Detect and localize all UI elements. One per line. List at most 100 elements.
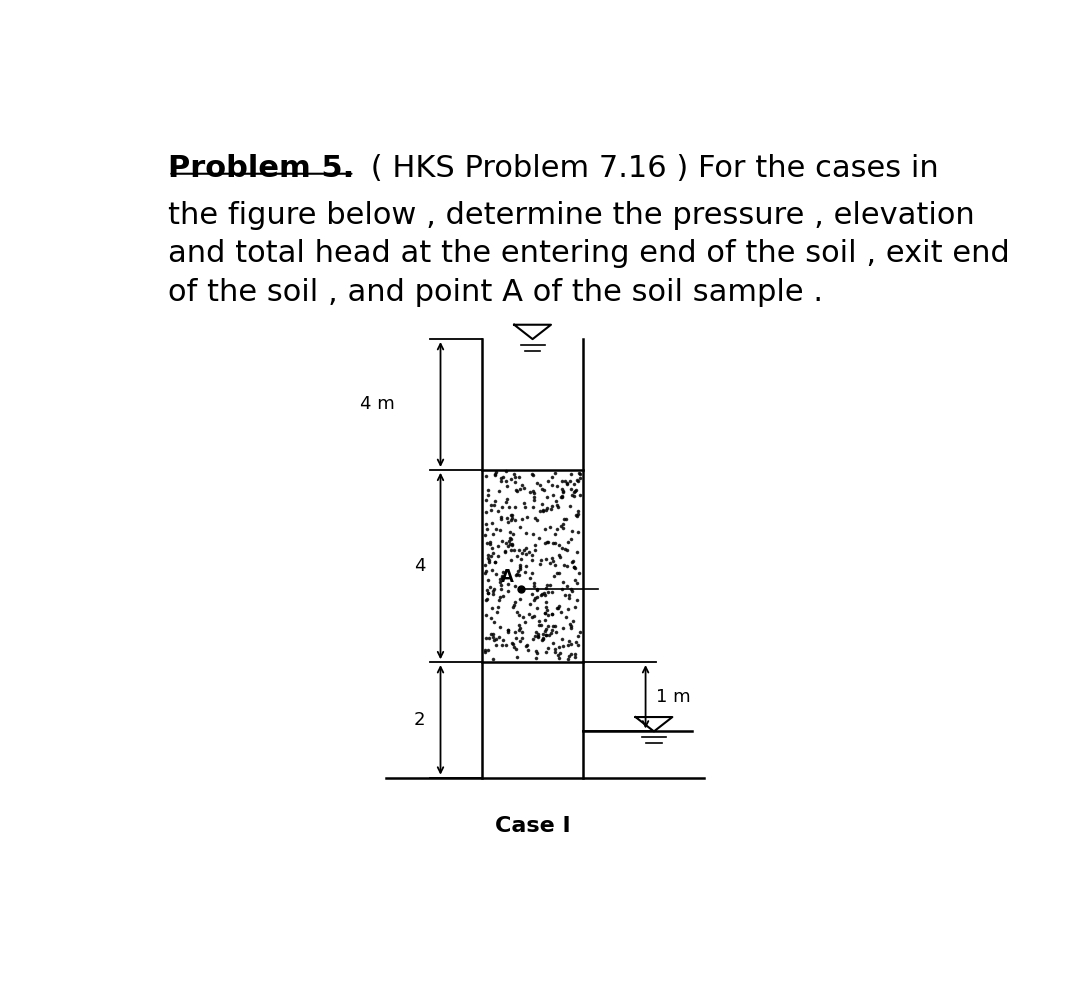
Point xyxy=(485,498,502,513)
Point xyxy=(561,587,578,603)
Point xyxy=(492,471,510,487)
Point xyxy=(542,624,559,640)
Point xyxy=(562,473,579,489)
Point xyxy=(515,496,532,511)
Point xyxy=(517,545,535,561)
Point xyxy=(535,502,552,518)
Point xyxy=(561,590,578,606)
Point xyxy=(531,477,549,493)
Point xyxy=(491,573,509,589)
Point xyxy=(480,584,497,600)
Text: of the soil , and point A of the soil sample .: of the soil , and point A of the soil sa… xyxy=(168,278,823,307)
Point xyxy=(476,644,494,660)
Point xyxy=(556,511,573,527)
Point xyxy=(553,517,570,533)
Point xyxy=(485,582,502,598)
Point xyxy=(553,581,570,597)
Point xyxy=(571,487,589,502)
Point xyxy=(543,606,561,622)
Point xyxy=(537,580,554,596)
Point xyxy=(562,466,579,482)
Point xyxy=(518,508,536,524)
Point xyxy=(476,557,494,573)
Point xyxy=(525,575,542,591)
Point xyxy=(531,555,549,571)
Point xyxy=(498,473,515,489)
Point xyxy=(507,624,524,640)
Point xyxy=(549,499,566,514)
Point xyxy=(511,590,528,606)
Point xyxy=(507,483,524,499)
Point xyxy=(541,627,558,643)
Point xyxy=(551,536,568,552)
Point xyxy=(530,617,548,633)
Point xyxy=(495,632,512,648)
Text: and total head at the entering end of the soil , exit end: and total head at the entering end of th… xyxy=(168,239,1010,268)
Point xyxy=(485,631,502,647)
Point xyxy=(558,477,576,493)
Text: 4: 4 xyxy=(414,557,426,575)
Point xyxy=(555,556,572,572)
Point xyxy=(538,620,555,636)
Point xyxy=(481,554,498,570)
Point xyxy=(478,581,496,597)
Point xyxy=(539,533,556,549)
Point xyxy=(564,582,581,598)
Point xyxy=(566,599,583,615)
Point xyxy=(542,577,559,593)
Point xyxy=(528,624,545,640)
Point xyxy=(564,487,581,502)
Point xyxy=(543,584,561,600)
Point xyxy=(530,530,548,546)
Point xyxy=(499,479,516,495)
Point xyxy=(529,476,546,492)
Point xyxy=(554,485,571,500)
Point xyxy=(539,500,556,516)
Point xyxy=(481,551,498,567)
Point xyxy=(499,492,516,507)
Point xyxy=(551,645,568,661)
Point xyxy=(568,482,585,498)
Point xyxy=(511,561,528,577)
Text: ( HKS Problem 7.16 ) For the cases in: ( HKS Problem 7.16 ) For the cases in xyxy=(361,155,939,184)
Point xyxy=(491,589,509,605)
Point xyxy=(483,610,500,626)
Point xyxy=(494,636,511,652)
Point xyxy=(477,630,495,646)
Point xyxy=(571,623,589,639)
Point xyxy=(507,641,524,657)
Point xyxy=(476,526,494,542)
Point xyxy=(505,467,523,483)
Point xyxy=(524,525,541,541)
Point xyxy=(544,535,562,551)
Point xyxy=(502,506,519,522)
Point xyxy=(571,471,589,487)
Point xyxy=(526,607,543,623)
Point xyxy=(487,566,504,582)
Point xyxy=(563,580,580,596)
Point xyxy=(513,624,530,640)
Point xyxy=(537,587,554,603)
Point xyxy=(502,529,519,545)
Point xyxy=(537,551,554,567)
Point xyxy=(495,470,512,486)
Point xyxy=(565,559,582,575)
Point xyxy=(548,600,565,616)
Point xyxy=(571,466,589,482)
Point xyxy=(535,585,552,601)
Point xyxy=(537,612,554,628)
Point xyxy=(529,645,546,661)
Point xyxy=(569,636,586,652)
Point xyxy=(523,552,540,568)
Point xyxy=(563,531,580,547)
Point xyxy=(513,630,530,646)
Point xyxy=(567,633,584,649)
Point xyxy=(544,552,562,568)
Point xyxy=(487,553,504,569)
Point xyxy=(492,511,510,527)
Point xyxy=(564,554,581,570)
Point xyxy=(528,511,545,527)
Point xyxy=(569,574,586,590)
Point xyxy=(549,520,566,536)
Point xyxy=(492,473,510,489)
